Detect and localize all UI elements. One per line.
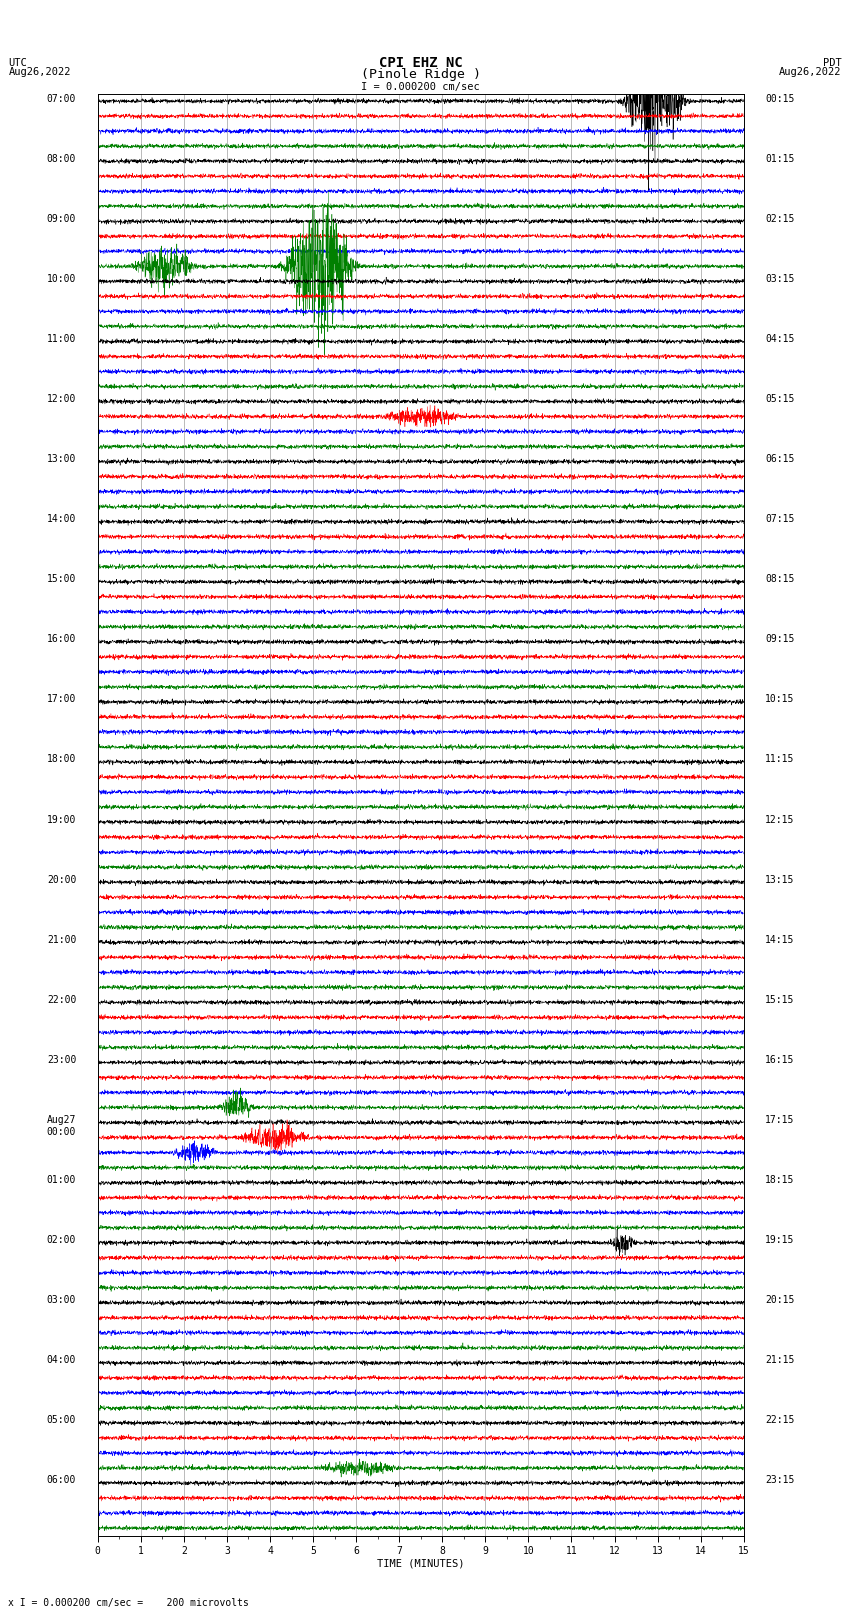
Text: 13:00: 13:00 <box>47 455 76 465</box>
Text: 23:15: 23:15 <box>765 1476 795 1486</box>
Text: 15:15: 15:15 <box>765 995 795 1005</box>
Text: 14:15: 14:15 <box>765 934 795 945</box>
Text: Aug26,2022: Aug26,2022 <box>8 68 71 77</box>
X-axis label: TIME (MINUTES): TIME (MINUTES) <box>377 1558 464 1569</box>
Text: 20:00: 20:00 <box>47 874 76 884</box>
Text: 00:15: 00:15 <box>765 94 795 103</box>
Text: 18:15: 18:15 <box>765 1174 795 1186</box>
Text: 07:15: 07:15 <box>765 515 795 524</box>
Text: 10:15: 10:15 <box>765 694 795 705</box>
Text: 22:00: 22:00 <box>47 995 76 1005</box>
Text: 04:15: 04:15 <box>765 334 795 344</box>
Text: 06:15: 06:15 <box>765 455 795 465</box>
Text: 16:00: 16:00 <box>47 634 76 644</box>
Text: PDT: PDT <box>823 58 842 68</box>
Text: 20:15: 20:15 <box>765 1295 795 1305</box>
Text: 19:15: 19:15 <box>765 1236 795 1245</box>
Text: 09:00: 09:00 <box>47 215 76 224</box>
Text: 04:00: 04:00 <box>47 1355 76 1365</box>
Text: 12:00: 12:00 <box>47 394 76 403</box>
Text: I = 0.000200 cm/sec: I = 0.000200 cm/sec <box>361 82 480 92</box>
Text: 05:15: 05:15 <box>765 394 795 403</box>
Text: UTC: UTC <box>8 58 27 68</box>
Text: x I = 0.000200 cm/sec =    200 microvolts: x I = 0.000200 cm/sec = 200 microvolts <box>8 1598 249 1608</box>
Text: 11:00: 11:00 <box>47 334 76 344</box>
Text: 22:15: 22:15 <box>765 1416 795 1426</box>
Text: 14:00: 14:00 <box>47 515 76 524</box>
Text: 01:00: 01:00 <box>47 1174 76 1186</box>
Text: 01:15: 01:15 <box>765 153 795 163</box>
Text: CPI EHZ NC: CPI EHZ NC <box>379 56 462 71</box>
Text: 15:00: 15:00 <box>47 574 76 584</box>
Text: 02:00: 02:00 <box>47 1236 76 1245</box>
Text: 17:00: 17:00 <box>47 694 76 705</box>
Text: 02:15: 02:15 <box>765 215 795 224</box>
Text: 09:15: 09:15 <box>765 634 795 644</box>
Text: 17:15: 17:15 <box>765 1115 795 1124</box>
Text: 10:00: 10:00 <box>47 274 76 284</box>
Text: 16:15: 16:15 <box>765 1055 795 1065</box>
Text: 23:00: 23:00 <box>47 1055 76 1065</box>
Text: 08:15: 08:15 <box>765 574 795 584</box>
Text: 08:00: 08:00 <box>47 153 76 163</box>
Text: 06:00: 06:00 <box>47 1476 76 1486</box>
Text: (Pinole Ridge ): (Pinole Ridge ) <box>360 68 481 81</box>
Text: Aug26,2022: Aug26,2022 <box>779 68 842 77</box>
Text: 03:15: 03:15 <box>765 274 795 284</box>
Text: 13:15: 13:15 <box>765 874 795 884</box>
Text: 07:00: 07:00 <box>47 94 76 103</box>
Text: 21:15: 21:15 <box>765 1355 795 1365</box>
Text: 19:00: 19:00 <box>47 815 76 824</box>
Text: 05:00: 05:00 <box>47 1416 76 1426</box>
Text: 18:00: 18:00 <box>47 755 76 765</box>
Text: 12:15: 12:15 <box>765 815 795 824</box>
Text: Aug27
00:00: Aug27 00:00 <box>47 1115 76 1137</box>
Text: 03:00: 03:00 <box>47 1295 76 1305</box>
Text: 21:00: 21:00 <box>47 934 76 945</box>
Text: 11:15: 11:15 <box>765 755 795 765</box>
